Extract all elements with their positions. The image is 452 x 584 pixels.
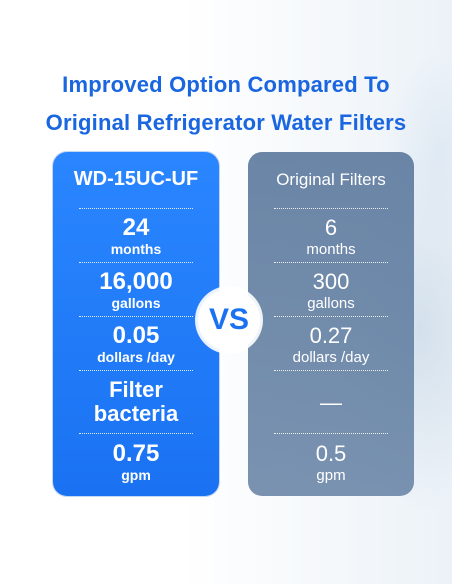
vs-badge: VS	[198, 289, 260, 351]
capacity-stat: 300 gallons	[248, 269, 414, 312]
product-name: WD-15UC-UF	[73, 168, 199, 190]
stat-unit: months	[306, 241, 356, 258]
product-panel: WD-15UC-UF 24 months 16,000 gallons 0.05…	[53, 152, 219, 496]
divider	[79, 316, 193, 317]
headline-line-1: Improved Option Compared To	[62, 72, 390, 97]
stat-value: —	[320, 390, 342, 415]
stat-value: 300	[312, 269, 350, 294]
divider	[274, 262, 388, 263]
stat-unit: dollars /day	[292, 349, 370, 366]
lifespan-stat: 6 months	[248, 215, 414, 258]
divider	[274, 433, 388, 434]
original-filter-name: Original Filters	[276, 170, 386, 189]
divider	[79, 208, 193, 209]
stat-unit: bacteria	[93, 401, 179, 426]
divider	[79, 433, 193, 434]
divider	[79, 370, 193, 371]
flow-rate-stat: 0.5 gpm	[248, 441, 414, 484]
stat-value: 0.5	[315, 441, 347, 466]
cost-stat: 0.05 dollars /day	[53, 323, 219, 366]
bacteria-stat: —	[248, 390, 414, 416]
divider	[274, 370, 388, 371]
stat-unit: months	[110, 241, 162, 257]
stat-value: 6	[324, 215, 338, 240]
headline-line-2: Original Refrigerator Water Filters	[45, 110, 407, 135]
divider	[79, 262, 193, 263]
stat-value: 0.75	[112, 440, 160, 467]
capacity-stat: 16,000 gallons	[53, 269, 219, 312]
flow-rate-stat: 0.75 gpm	[53, 441, 219, 484]
stat-unit: gpm	[121, 467, 151, 483]
stat-unit: dollars /day	[97, 349, 175, 365]
stat-value: 16,000	[99, 268, 173, 295]
lifespan-stat: 24 months	[53, 215, 219, 258]
divider	[274, 316, 388, 317]
stat-value: Filter	[109, 377, 163, 402]
stat-unit: gpm	[316, 467, 346, 484]
cost-stat: 0.27 dollars /day	[248, 323, 414, 366]
stat-unit: gallons	[307, 295, 355, 312]
stat-unit: gallons	[111, 295, 161, 311]
divider	[274, 208, 388, 209]
stat-value: 0.27	[309, 323, 353, 348]
original-filter-panel: Original Filters 6 months 300 gallons 0.…	[248, 152, 414, 496]
bacteria-stat: Filter bacteria	[53, 378, 219, 426]
stat-value: 24	[122, 214, 150, 241]
stat-value: 0.05	[112, 322, 160, 349]
